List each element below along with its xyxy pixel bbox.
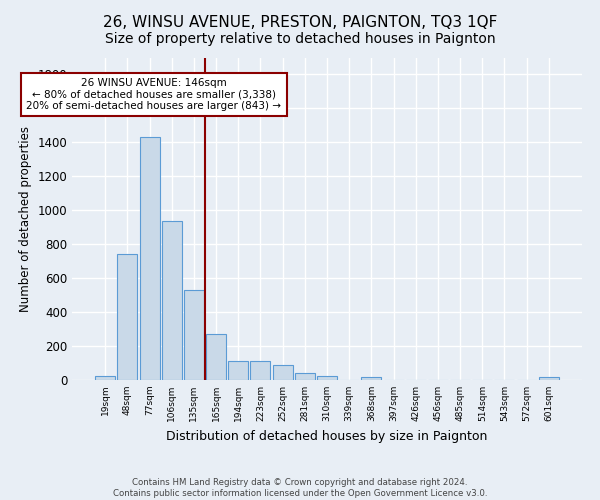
Bar [539,378,559,380]
Bar [295,373,315,380]
X-axis label: Distribution of detached houses by size in Paignton: Distribution of detached houses by size … [166,430,488,442]
Bar [162,222,182,380]
Bar [228,362,248,380]
Bar [140,138,160,380]
Bar [184,290,204,380]
Y-axis label: Number of detached properties: Number of detached properties [19,126,32,312]
Bar [272,364,293,380]
Text: Size of property relative to detached houses in Paignton: Size of property relative to detached ho… [104,32,496,46]
Text: 26 WINSU AVENUE: 146sqm
← 80% of detached houses are smaller (3,338)
20% of semi: 26 WINSU AVENUE: 146sqm ← 80% of detache… [26,78,281,111]
Bar [118,254,137,380]
Text: Contains HM Land Registry data © Crown copyright and database right 2024.
Contai: Contains HM Land Registry data © Crown c… [113,478,487,498]
Bar [250,362,271,380]
Bar [95,376,115,380]
Bar [206,334,226,380]
Text: 26, WINSU AVENUE, PRESTON, PAIGNTON, TQ3 1QF: 26, WINSU AVENUE, PRESTON, PAIGNTON, TQ3… [103,15,497,30]
Bar [317,376,337,380]
Bar [361,378,382,380]
